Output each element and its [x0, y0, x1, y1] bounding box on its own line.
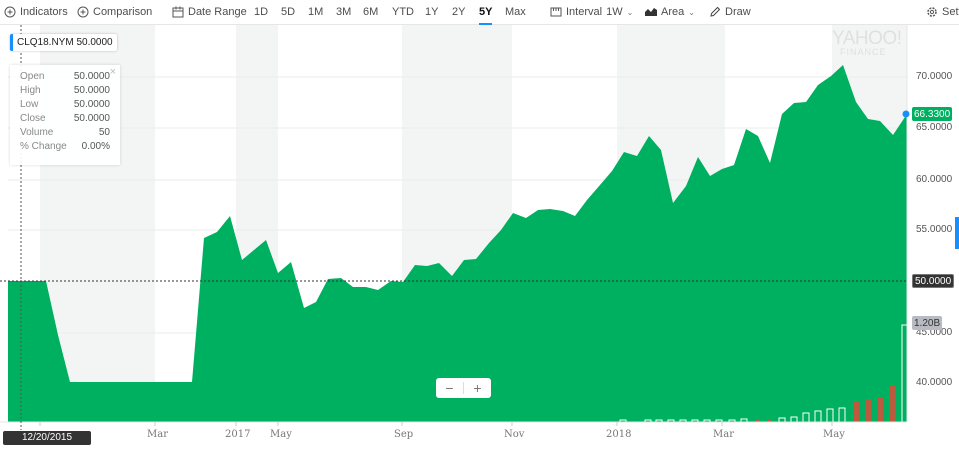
range-1d[interactable]: 1D	[254, 0, 268, 24]
zoom-in-button[interactable]: +	[473, 380, 482, 396]
range-label: 5Y	[479, 6, 493, 18]
symbol-value: 50.0000	[76, 37, 113, 48]
tooltip-row-change: % Change 0.00%	[20, 140, 110, 154]
zoom-controls: − +	[436, 378, 491, 398]
x-tick-label: May	[270, 429, 292, 440]
comparison-label: Comparison	[93, 6, 153, 18]
last-price-flag: 66.3300	[912, 107, 953, 121]
range-1y[interactable]: 1Y	[425, 0, 438, 24]
last-price-dot	[902, 110, 910, 118]
tooltip-row-open: Open 50.0000	[20, 70, 110, 84]
range-label: 2Y	[452, 6, 466, 18]
ruler-icon	[550, 7, 562, 17]
x-ticks	[39, 422, 833, 426]
pencil-icon	[710, 6, 721, 17]
chart-type-dropdown[interactable]: Area ⌄	[645, 0, 695, 24]
range-label: 5D	[281, 6, 296, 18]
crosshair-date-flag: 12/20/2015	[3, 431, 91, 445]
range-label: 1Y	[425, 6, 439, 18]
range-max[interactable]: Max	[505, 0, 526, 24]
range-label: 3M	[336, 6, 352, 18]
chevron-down-icon: ⌄	[626, 7, 634, 17]
range-3m[interactable]: 3M	[336, 0, 351, 24]
y-tick-label: 65.0000	[916, 122, 953, 133]
range-label: 6M	[363, 6, 379, 18]
zoom-out-button[interactable]: −	[445, 380, 454, 396]
tooltip-value: 50.0000	[73, 113, 110, 124]
date-range-button[interactable]: Date Range	[172, 0, 247, 24]
x-tick-label: 2018	[606, 429, 632, 440]
tooltip-row-close: Close 50.0000	[20, 112, 110, 126]
interval-label: Interval	[566, 6, 603, 18]
range-1m[interactable]: 1M	[308, 0, 323, 24]
tooltip-label: Open	[20, 71, 45, 82]
y-tick-label: 45.0000	[916, 327, 953, 338]
tooltip-row-volume: Volume 50	[20, 126, 110, 140]
x-tick-label: Sep	[394, 429, 414, 440]
chart-type-label: Area	[661, 6, 685, 18]
calendar-icon	[172, 6, 184, 18]
watermark-sub: FINANCE	[840, 47, 887, 57]
chart-toolbar: Indicators Comparison Date Range 1D 5D 1…	[0, 0, 959, 25]
yahoo-finance-watermark: YAHOO! FINANCE	[832, 28, 902, 57]
tooltip-label: Close	[20, 113, 46, 124]
comparison-button[interactable]: Comparison	[77, 0, 152, 24]
settings-button[interactable]: Settings	[926, 0, 959, 24]
chevron-down-icon: ⌄	[688, 7, 695, 17]
y-tick-label: 40.0000	[916, 377, 953, 388]
range-label: 1D	[254, 6, 269, 18]
indicators-label: Indicators	[20, 6, 68, 18]
symbol-legend[interactable]: CLQ18.NYM 50.0000	[10, 34, 117, 51]
plus-circle-icon	[77, 6, 89, 18]
tooltip-value: 50.0000	[73, 85, 110, 96]
range-ytd[interactable]: YTD	[392, 0, 414, 24]
gear-icon	[927, 7, 937, 17]
symbol-ticker: CLQ18.NYM	[17, 37, 74, 48]
range-label: Max	[505, 6, 526, 18]
close-icon[interactable]: ×	[109, 66, 116, 78]
watermark-main: YAHOO!	[832, 28, 902, 49]
axis-drag-handle[interactable]	[955, 217, 959, 249]
x-tick-label: Mar	[713, 429, 734, 440]
range-2y[interactable]: 2Y	[452, 0, 465, 24]
range-5d[interactable]: 5D	[281, 0, 295, 24]
draw-label: Draw	[725, 6, 751, 18]
tooltip-value: 0.00%	[81, 141, 110, 152]
range-5y[interactable]: 5Y	[479, 0, 493, 25]
tooltip-value: 50.0000	[73, 99, 110, 110]
range-label: 1M	[308, 6, 324, 18]
x-tick-label: Mar	[147, 429, 168, 440]
area-chart-icon	[645, 8, 657, 16]
interval-dropdown[interactable]: Interval 1W ⌄	[550, 0, 633, 24]
indicators-button[interactable]: Indicators	[4, 0, 68, 24]
tooltip-label: Volume	[20, 127, 54, 138]
y-tick-label: 60.0000	[916, 174, 953, 185]
tooltip-value: 50	[98, 127, 110, 138]
tooltip-value: 50.0000	[73, 71, 110, 82]
ohlc-tooltip: × Open 50.0000 High 50.0000 Low 50.0000 Clo…	[10, 65, 120, 165]
x-tick-label: Nov	[504, 429, 525, 440]
tooltip-label: % Change	[20, 141, 67, 152]
range-label: YTD	[392, 6, 414, 18]
tooltip-label: Low	[20, 99, 39, 110]
date-range-label: Date Range	[188, 6, 247, 18]
interval-value: 1W	[606, 6, 623, 18]
tooltip-label: High	[20, 85, 41, 96]
zoom-divider	[463, 382, 464, 394]
range-6m[interactable]: 6M	[363, 0, 378, 24]
tooltip-row-low: Low 50.0000	[20, 98, 110, 112]
y-tick-label: 70.0000	[916, 71, 953, 82]
x-tick-label: May	[823, 429, 845, 440]
plus-circle-icon	[4, 6, 16, 18]
draw-button[interactable]: Draw	[709, 0, 751, 24]
volume-flag: 1.20B	[912, 316, 943, 330]
tooltip-row-high: High 50.0000	[20, 84, 110, 98]
price-area	[8, 65, 907, 422]
price-chart[interactable]: YAHOO! FINANCE CLQ18.NYM 50.0000 × Open 5…	[0, 25, 959, 450]
x-tick-label: 2017	[225, 429, 251, 440]
settings-label: Settings	[942, 6, 959, 18]
crosshair-price-flag: 50.0000	[912, 274, 955, 288]
y-tick-label: 55.0000	[916, 224, 953, 235]
